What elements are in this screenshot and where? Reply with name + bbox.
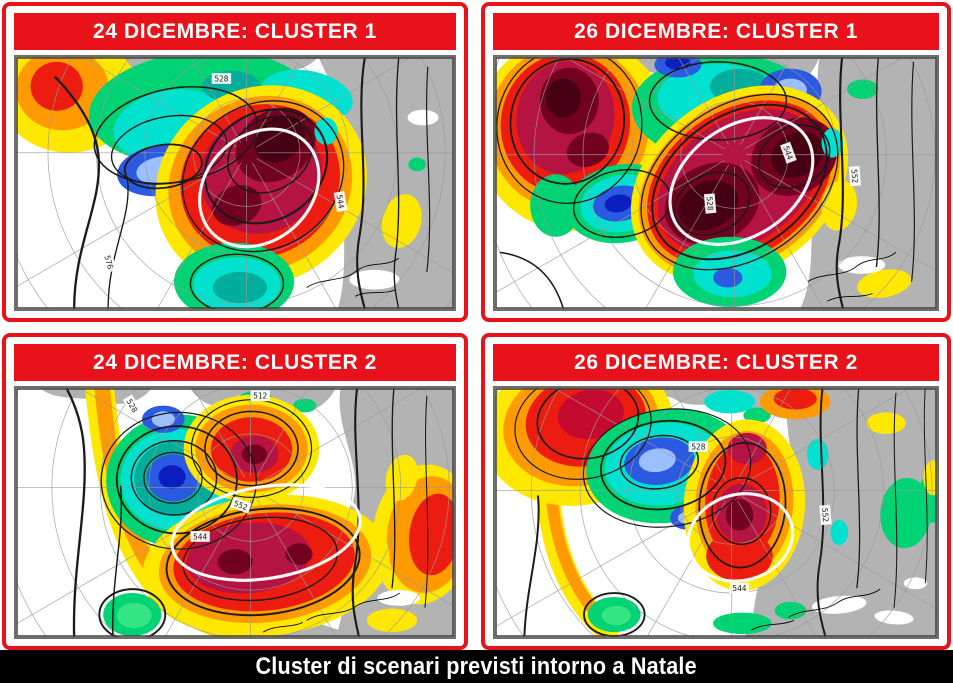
contour-label: 576 [101,251,117,273]
contour-label: 552 [848,165,862,187]
svg-text:512: 512 [253,392,267,401]
contour-label: 552 [819,504,832,526]
svg-text:528: 528 [691,443,705,452]
panel-title-banner: 26 DICEMBRE: CLUSTER 1 [493,13,939,50]
panel-title-banner: 24 DICEMBRE: CLUSTER 2 [14,344,456,381]
panel-title-banner: 24 DICEMBRE: CLUSTER 1 [14,13,456,50]
contour-label: 544 [333,191,348,213]
weather-map-26dic-cluster1: 528 544 552 [495,57,937,309]
contour-label: 544 [190,531,210,542]
panel-26dic-cluster1: 26 DICEMBRE: CLUSTER 1 528 544 552 [481,2,951,322]
map-frame: 528 552 544 [493,386,939,639]
svg-text:528: 528 [214,74,228,83]
contour-label: 528 [211,73,232,84]
contour-label: 528 [688,441,709,452]
contour-label: 512 [250,390,270,402]
svg-text:552: 552 [849,169,859,184]
contour-label: 528 [703,193,717,214]
panel-24dic-cluster1: 24 DICEMBRE: CLUSTER 1 544 528 576 [2,2,468,322]
svg-text:552: 552 [820,508,830,523]
svg-text:544: 544 [335,194,346,210]
contour-label: 544 [729,582,750,594]
weather-map-26dic-cluster2: 528 552 544 [495,388,937,637]
caption-bar: Cluster di scenari previsti intorno a Na… [0,650,953,683]
panel-24dic-cluster2: 24 DICEMBRE: CLUSTER 2 544 552 512 528 [2,333,468,650]
map-frame: 544 552 512 528 [14,386,456,639]
caption-text: Cluster di scenari previsti intorno a Na… [255,652,698,680]
panel-title-banner: 26 DICEMBRE: CLUSTER 2 [493,344,939,381]
svg-text:544: 544 [732,584,746,593]
contour-label: 544 [779,141,797,164]
svg-text:576: 576 [102,254,114,270]
panel-26dic-cluster2: 26 DICEMBRE: CLUSTER 2 528 552 544 [481,333,951,650]
map-frame: 528 544 552 [493,55,939,311]
svg-text:528: 528 [705,196,715,211]
map-frame: 544 528 576 [14,55,456,311]
svg-text:544: 544 [193,532,207,541]
contour-label: 552 [229,496,252,514]
weather-map-24dic-cluster1: 544 528 576 [16,57,454,309]
